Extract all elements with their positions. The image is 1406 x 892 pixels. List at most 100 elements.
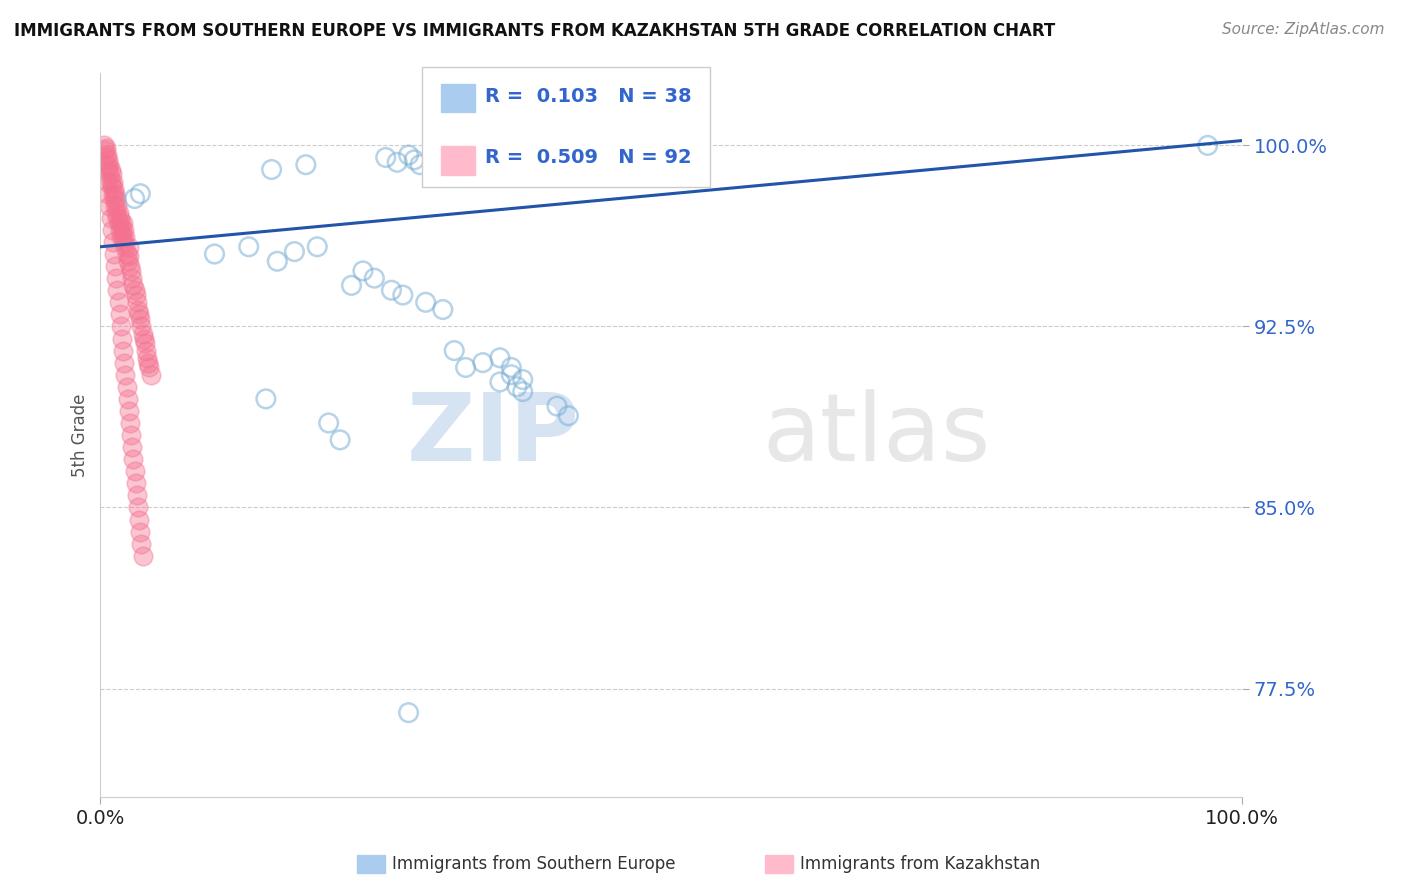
- Point: [108, 223, 131, 237]
- Point: [122, 278, 145, 293]
- Point: [110, 319, 132, 334]
- Point: [295, 158, 318, 172]
- Point: [380, 283, 402, 297]
- Point: [204, 247, 226, 261]
- Point: [121, 271, 143, 285]
- Point: [124, 192, 146, 206]
- Point: [114, 240, 136, 254]
- Point: [125, 488, 148, 502]
- Point: [266, 254, 288, 268]
- Point: [432, 302, 454, 317]
- Point: [139, 368, 162, 382]
- Point: [134, 336, 156, 351]
- Point: [1197, 138, 1219, 153]
- Point: [112, 223, 135, 237]
- Point: [454, 360, 477, 375]
- Point: [97, 153, 120, 167]
- Point: [398, 706, 420, 720]
- Point: [131, 537, 153, 551]
- Point: [112, 235, 135, 249]
- Point: [100, 223, 122, 237]
- Point: [127, 302, 149, 317]
- Point: [443, 343, 465, 358]
- Point: [112, 216, 135, 230]
- Point: [489, 351, 512, 365]
- Point: [136, 351, 159, 365]
- Point: [112, 356, 135, 370]
- Point: [100, 167, 122, 181]
- Point: [340, 278, 363, 293]
- Point: [94, 151, 117, 165]
- Point: [107, 283, 129, 297]
- Text: atlas: atlas: [762, 389, 991, 481]
- Point: [131, 319, 153, 334]
- Point: [132, 331, 155, 345]
- Point: [501, 360, 523, 375]
- Point: [128, 307, 150, 321]
- Point: [506, 380, 529, 394]
- Point: [114, 230, 136, 244]
- Point: [107, 211, 129, 225]
- Point: [98, 158, 121, 172]
- Point: [129, 524, 152, 539]
- Text: R =  0.509   N = 92: R = 0.509 N = 92: [485, 148, 692, 168]
- Text: Immigrants from Southern Europe: Immigrants from Southern Europe: [392, 855, 676, 873]
- Point: [557, 409, 579, 423]
- Point: [122, 452, 145, 467]
- Point: [107, 295, 129, 310]
- Point: [101, 235, 124, 249]
- Point: [352, 264, 374, 278]
- Point: [385, 155, 408, 169]
- Point: [363, 271, 385, 285]
- Point: [114, 368, 136, 382]
- Point: [135, 343, 157, 358]
- Point: [112, 343, 135, 358]
- Point: [398, 148, 420, 162]
- Point: [98, 167, 121, 181]
- Point: [104, 186, 127, 201]
- Point: [392, 288, 415, 302]
- Point: [471, 356, 494, 370]
- Point: [94, 143, 117, 157]
- Point: [96, 158, 118, 172]
- Point: [110, 230, 132, 244]
- Point: [107, 206, 129, 220]
- Y-axis label: 5th Grade: 5th Grade: [72, 393, 89, 476]
- Point: [124, 464, 146, 478]
- Point: [131, 326, 153, 341]
- Point: [107, 199, 129, 213]
- Point: [108, 211, 131, 225]
- Point: [118, 240, 141, 254]
- Point: [96, 175, 118, 189]
- Point: [409, 158, 432, 172]
- Point: [101, 175, 124, 189]
- Point: [125, 295, 148, 310]
- Point: [111, 223, 134, 237]
- Point: [118, 249, 141, 263]
- Point: [129, 186, 152, 201]
- Point: [97, 186, 120, 201]
- Point: [318, 416, 340, 430]
- Point: [115, 247, 138, 261]
- Point: [120, 428, 142, 442]
- Point: [374, 151, 396, 165]
- Point: [105, 271, 128, 285]
- Point: [129, 312, 152, 326]
- Point: [125, 476, 148, 491]
- Point: [329, 433, 352, 447]
- Point: [128, 512, 150, 526]
- Point: [546, 399, 568, 413]
- Point: [307, 240, 329, 254]
- Point: [415, 295, 437, 310]
- Point: [100, 179, 122, 194]
- Point: [105, 206, 128, 220]
- Text: ZIP: ZIP: [406, 389, 579, 481]
- Point: [489, 375, 512, 389]
- Point: [105, 192, 128, 206]
- Point: [107, 216, 129, 230]
- Point: [117, 392, 139, 406]
- Point: [136, 356, 159, 370]
- Point: [104, 259, 127, 273]
- Point: [124, 283, 146, 297]
- Point: [501, 368, 523, 382]
